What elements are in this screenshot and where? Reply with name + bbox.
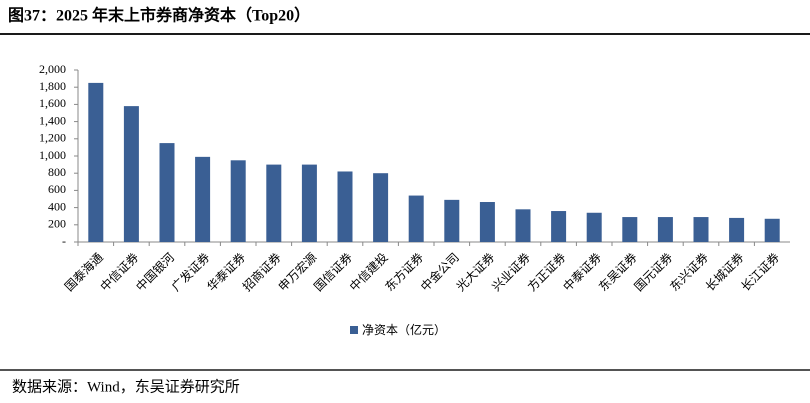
x-tick-label: 长城证券 [702, 249, 747, 294]
bar [657, 217, 673, 242]
x-tick-label: 方正证券 [524, 249, 569, 294]
bar [586, 212, 602, 242]
x-tick-label: 申万宏源 [275, 249, 320, 294]
bar [479, 202, 495, 242]
x-tick-label: 广发证券 [168, 249, 213, 294]
y-tick-label: 200 [48, 217, 66, 231]
bar [301, 164, 317, 242]
bar [444, 199, 460, 242]
bar [373, 173, 389, 242]
bar [337, 171, 353, 242]
bar [693, 217, 709, 242]
x-tick-label: 长江证券 [738, 249, 783, 294]
y-tick-label: 400 [48, 199, 66, 213]
bar [551, 211, 567, 242]
bar [230, 160, 246, 242]
x-tick-label: 中信证券 [97, 249, 142, 294]
y-tick-label: 1,400 [39, 113, 66, 127]
y-tick-label: 1,000 [39, 148, 66, 162]
x-tick-label: 东吴证券 [595, 249, 640, 294]
x-tick-label: 招商证券 [239, 249, 284, 294]
bar [622, 217, 638, 242]
x-tick-label: 兴业证券 [489, 249, 534, 294]
x-tick-label: 中国银河 [133, 249, 178, 294]
bar [88, 82, 104, 243]
x-tick-label: 华泰证券 [204, 249, 249, 294]
x-tick-label: 国信证券 [311, 249, 356, 294]
y-tick-label: 600 [48, 182, 66, 196]
bar [159, 143, 175, 242]
x-tick-label: 中金公司 [417, 249, 462, 294]
source-note: 数据来源：Wind，东吴证券研究所 [12, 378, 240, 395]
bar [266, 164, 282, 242]
x-tick-label: 国泰海通 [61, 249, 106, 294]
chart-title: 图37：2025 年末上市券商净资本（Top20） [8, 6, 310, 25]
x-tick-label: 光大证券 [453, 249, 498, 294]
y-tick-label: 1,600 [39, 96, 66, 110]
x-tick-label: 国元证券 [631, 249, 676, 294]
x-tick-label: 东兴证券 [667, 249, 712, 294]
bar [195, 156, 211, 242]
y-tick-label: - [62, 234, 66, 248]
bar [123, 106, 139, 243]
y-tick-label: 1,800 [39, 79, 66, 93]
bar [408, 195, 424, 242]
bar [764, 218, 780, 242]
x-tick-label: 中泰证券 [560, 249, 605, 294]
x-tick-label: 中信建投 [346, 249, 391, 294]
y-tick-label: 800 [48, 165, 66, 179]
y-tick-label: 2,000 [39, 62, 66, 76]
x-tick-label: 东方证券 [382, 249, 427, 294]
y-tick-label: 1,200 [39, 131, 66, 145]
legend-swatch [350, 326, 358, 334]
bar [729, 217, 745, 242]
bar [515, 209, 531, 242]
legend-label: 净资本（亿元） [362, 322, 446, 337]
